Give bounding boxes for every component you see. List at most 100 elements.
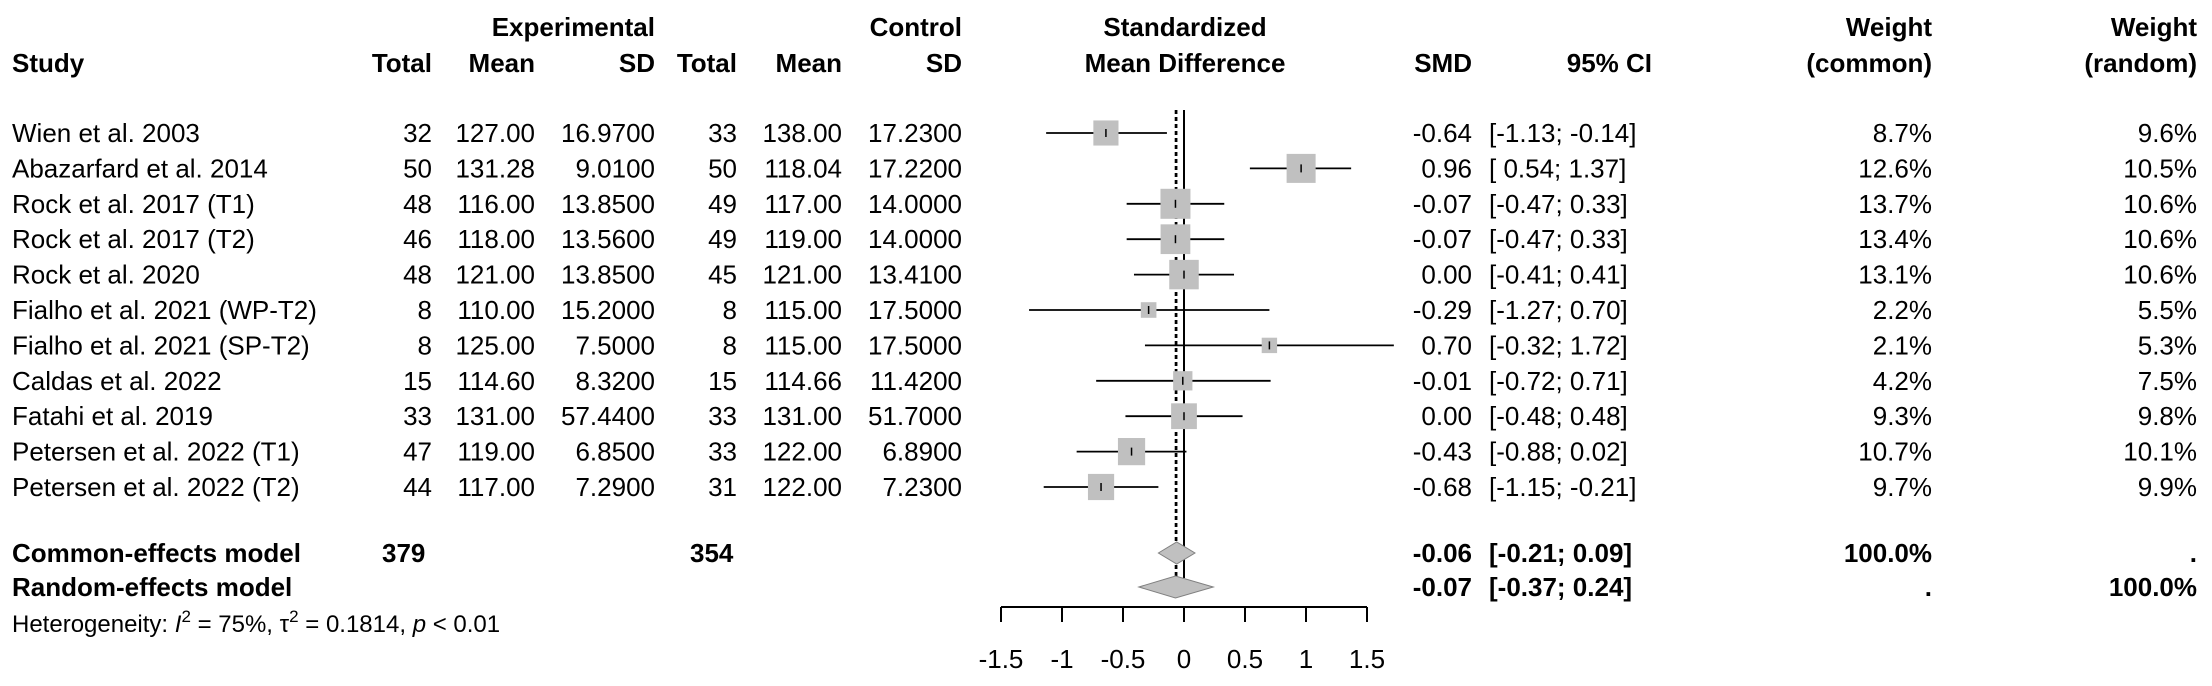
axis-tick-label: 0.5: [1227, 644, 1263, 674]
study-name: Rock et al. 2017 (T2): [12, 224, 255, 254]
smd-value: 0.00: [1421, 401, 1472, 431]
exp-sd: 13.5600: [561, 224, 655, 254]
ctrl-total: 8: [723, 295, 737, 325]
heterogeneity-text: Heterogeneity: I2 = 75%, τ2 = 0.1814, p …: [12, 607, 500, 638]
axis-tick-label: -0.5: [1101, 644, 1146, 674]
header-experimental: Experimental: [492, 12, 655, 42]
header-e-total: Total: [372, 48, 432, 78]
header-weight-random-1: Weight: [2111, 12, 2198, 42]
exp-total: 46: [403, 224, 432, 254]
weight-common: 4.2%: [1873, 366, 1932, 396]
weight-random: 10.1%: [2123, 437, 2197, 467]
exp-total: 50: [403, 153, 432, 183]
exp-total: 48: [403, 260, 432, 290]
ctrl-sd: 13.4100: [868, 260, 962, 290]
exp-mean: 131.00: [455, 401, 535, 431]
ctrl-mean: 131.00: [762, 401, 842, 431]
model-weight-common: .: [1925, 572, 1932, 602]
exp-mean: 118.00: [457, 224, 535, 254]
weight-random: 10.5%: [2123, 153, 2197, 183]
axis-tick-label: -1: [1050, 644, 1073, 674]
header-plot-title-1: Standardized: [1103, 12, 1266, 42]
ctrl-sd: 7.2300: [882, 472, 962, 502]
model-weight-random: .: [2190, 538, 2197, 568]
ci-value: [-1.27; 0.70]: [1489, 295, 1628, 325]
exp-sd: 57.4400: [561, 401, 655, 431]
weight-random: 9.6%: [2138, 118, 2197, 148]
ctrl-sd: 11.4200: [870, 366, 962, 396]
exp-mean: 110.00: [457, 295, 535, 325]
model-ci: [-0.21; 0.09]: [1489, 538, 1632, 568]
exp-sd: 9.0100: [575, 153, 655, 183]
ci-value: [-0.32; 1.72]: [1489, 330, 1628, 360]
smd-value: -0.01: [1413, 366, 1472, 396]
header-e-sd: SD: [619, 48, 655, 78]
exp-sd: 13.8500: [561, 189, 655, 219]
exp-mean: 114.60: [457, 366, 535, 396]
model-rows: Common-effects model 379 354 -0.06 [-0.21; 0…: [12, 538, 2197, 602]
smd-value: -0.07: [1413, 189, 1472, 219]
table-row: Fatahi et al. 2019 33 131.00 57.4400 33 131.0…: [12, 401, 2197, 431]
exp-mean: 117.00: [457, 472, 535, 502]
exp-mean: 125.00: [455, 330, 535, 360]
exp-sd: 6.8500: [575, 437, 655, 467]
exp-total: 44: [403, 472, 432, 502]
study-name: Rock et al. 2020: [12, 260, 200, 290]
header-control: Control: [870, 12, 962, 42]
model-label: Common-effects model: [12, 538, 301, 568]
smd-value: -0.64: [1413, 118, 1472, 148]
ci-value: [-0.47; 0.33]: [1489, 224, 1628, 254]
weight-random: 9.8%: [2138, 401, 2197, 431]
weight-random: 10.6%: [2123, 189, 2197, 219]
model-ci: [-0.37; 0.24]: [1489, 572, 1632, 602]
exp-mean: 116.00: [457, 189, 535, 219]
ctrl-sd: 14.0000: [868, 224, 962, 254]
weight-common: 9.3%: [1873, 401, 1932, 431]
table-row: Rock et al. 2017 (T2) 46 118.00 13.5600 49 11…: [12, 224, 2197, 254]
ctrl-mean: 117.00: [764, 189, 842, 219]
exp-sd: 13.8500: [561, 260, 655, 290]
model-weight-common: 100.0%: [1844, 538, 1932, 568]
ci-value: [-1.13; -0.14]: [1489, 118, 1636, 148]
ctrl-total: 49: [708, 224, 737, 254]
header-weight-random-2: (random): [2084, 48, 2197, 78]
exp-mean: 127.00: [455, 118, 535, 148]
exp-total: 47: [403, 437, 432, 467]
exp-total: 8: [418, 330, 432, 360]
table-row: Wien et al. 2003 32 127.00 16.9700 33 138.00 1…: [12, 118, 2197, 148]
ci-value: [-0.48; 0.48]: [1489, 401, 1628, 431]
header-c-total: Total: [677, 48, 737, 78]
ctrl-sd: 17.5000: [868, 330, 962, 360]
model-row: Common-effects model 379 354 -0.06 [-0.21; 0…: [12, 538, 2197, 568]
exp-sd: 7.5000: [575, 330, 655, 360]
weight-common: 8.7%: [1873, 118, 1932, 148]
weight-random: 9.9%: [2138, 472, 2197, 502]
exp-total: 32: [403, 118, 432, 148]
ctrl-mean: 122.00: [762, 437, 842, 467]
smd-value: 0.96: [1421, 153, 1472, 183]
exp-mean: 119.00: [457, 437, 535, 467]
ctrl-total: 15: [708, 366, 737, 396]
axis-tick-label: -1.5: [979, 644, 1024, 674]
study-name: Caldas et al. 2022: [12, 366, 222, 396]
exp-total: 15: [403, 366, 432, 396]
table-row: Petersen et al. 2022 (T2) 44 117.00 7.2900 3…: [12, 472, 2197, 502]
ctrl-sd: 17.5000: [868, 295, 962, 325]
weight-random: 10.6%: [2123, 224, 2197, 254]
table-row: Rock et al. 2020 48 121.00 13.8500 45 121.00 1…: [12, 260, 2197, 290]
ctrl-sd: 17.2200: [868, 153, 962, 183]
study-name: Fatahi et al. 2019: [12, 401, 213, 431]
ci-value: [-0.88; 0.02]: [1489, 437, 1628, 467]
axis-tick-label: 1: [1299, 644, 1313, 674]
model-ctrl-total: 354: [690, 538, 734, 568]
axis-tick-label: 1.5: [1349, 644, 1385, 674]
ci-value: [-0.41; 0.41]: [1489, 260, 1628, 290]
ci-value: [ 0.54; 1.37]: [1489, 153, 1626, 183]
summary-diamond: [1157, 541, 1196, 565]
table-row: Caldas et al. 2022 15 114.60 8.3200 15 114.66…: [12, 366, 2197, 396]
ctrl-mean: 121.00: [762, 260, 842, 290]
summary-diamond: [1137, 575, 1216, 599]
table-row: Petersen et al. 2022 (T1) 47 119.00 6.8500 3…: [12, 437, 2197, 467]
smd-value: 0.00: [1421, 260, 1472, 290]
exp-sd: 8.3200: [575, 366, 655, 396]
